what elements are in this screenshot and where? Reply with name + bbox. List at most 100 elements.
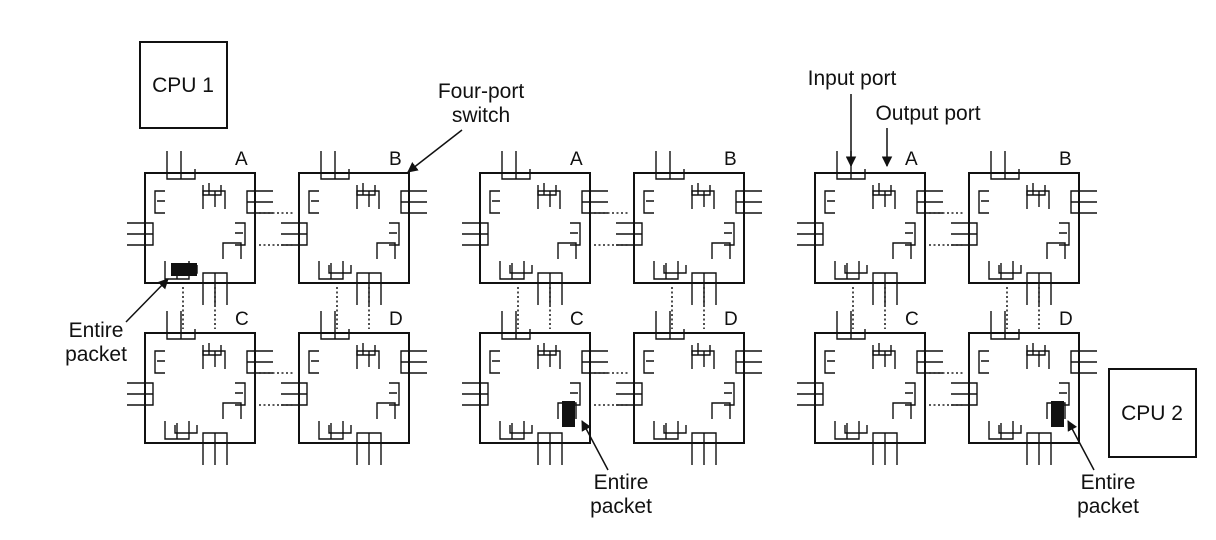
port-west: [797, 190, 835, 246]
cpu2-label: CPU 2: [1121, 402, 1183, 425]
port-south: [653, 421, 717, 465]
cpu1-label: CPU 1: [152, 74, 214, 97]
entire-packet-arrow-2: [581, 420, 609, 471]
switch-d-panel-1: D: [281, 309, 427, 465]
port-north: [655, 151, 711, 196]
inner-buffers: [844, 350, 912, 434]
port-east: [905, 350, 943, 406]
packet-block: [171, 263, 197, 276]
switch-c-panel-1: C: [127, 309, 273, 465]
port-west: [616, 350, 654, 406]
entire-packet-annotation-3: Entire packet: [1067, 420, 1139, 518]
entire-packet-label-1b: packet: [65, 343, 127, 366]
entire-packet-label-2a: Entire: [594, 471, 649, 494]
port-north: [166, 311, 222, 356]
port-south: [318, 261, 382, 305]
port-east: [570, 350, 608, 406]
switch-label: D: [389, 309, 403, 330]
inner-buffers: [998, 350, 1066, 434]
switch-box: [633, 332, 745, 444]
output-port-annotation: Output port: [875, 102, 981, 168]
port-west: [281, 350, 319, 406]
port-west: [462, 350, 500, 406]
port-east: [389, 190, 427, 246]
switch-label: A: [905, 149, 918, 170]
packet-block: [1051, 401, 1064, 427]
switch-box: [144, 332, 256, 444]
inner-buffers: [998, 190, 1066, 274]
port-east: [724, 190, 762, 246]
port-east: [1059, 350, 1097, 406]
four-port-label-line1: Four-port: [438, 80, 525, 103]
inner-buffers: [174, 190, 242, 274]
routing-panels: A B C D A B C D A B C D: [127, 149, 1097, 465]
switch-label: C: [905, 309, 919, 330]
port-south: [653, 261, 717, 305]
panel-3: A B C D: [797, 149, 1097, 465]
inner-buffers: [174, 350, 242, 434]
switch-c-panel-3: C: [797, 309, 943, 465]
port-east: [235, 190, 273, 246]
switch-box: [968, 172, 1080, 284]
panel-2: A B C D: [462, 149, 762, 465]
port-west: [127, 350, 165, 406]
switch-box: [298, 172, 410, 284]
panel-1: A B C D: [127, 149, 427, 465]
switch-label: A: [235, 149, 248, 170]
switch-box: [479, 172, 591, 284]
switch-box: [144, 172, 256, 284]
switch-label: A: [570, 149, 583, 170]
switch-label: C: [570, 309, 584, 330]
switch-label: D: [724, 309, 738, 330]
switch-c-panel-2: C: [462, 309, 608, 465]
port-south: [499, 421, 563, 465]
switch-a-panel-1: A: [127, 149, 273, 305]
switch-b-panel-3: B: [951, 149, 1097, 305]
port-north: [501, 151, 557, 196]
port-south: [499, 261, 563, 305]
port-north: [320, 151, 376, 196]
switch-b-panel-1: B: [281, 149, 427, 305]
port-north: [320, 311, 376, 356]
port-north: [501, 311, 557, 356]
port-south: [988, 261, 1052, 305]
entire-packet-annotation-1: Entire packet: [65, 278, 169, 366]
switch-box: [814, 332, 926, 444]
port-east: [570, 190, 608, 246]
output-port-label: Output port: [875, 102, 980, 125]
switch-box: [633, 172, 745, 284]
port-west: [616, 190, 654, 246]
four-port-switch-annotation: Four-port switch: [407, 80, 525, 173]
switch-box: [298, 332, 410, 444]
inner-buffers: [663, 190, 731, 274]
inner-buffers: [328, 350, 396, 434]
port-east: [1059, 190, 1097, 246]
port-south: [834, 261, 898, 305]
port-west: [951, 190, 989, 246]
switch-label: D: [1059, 309, 1073, 330]
port-south: [164, 421, 228, 465]
cpu1-box: CPU 1: [139, 41, 228, 129]
port-west: [951, 350, 989, 406]
switch-a-panel-3: A: [797, 149, 943, 305]
port-east: [389, 350, 427, 406]
four-port-arrow: [407, 129, 463, 173]
switch-a-panel-2: A: [462, 149, 608, 305]
port-west: [127, 190, 165, 246]
entire-packet-label-3a: Entire: [1081, 471, 1136, 494]
inner-buffers: [663, 350, 731, 434]
cpu2-box: CPU 2: [1108, 368, 1197, 458]
entire-packet-label-3b: packet: [1077, 495, 1139, 518]
four-port-label-line2: switch: [452, 104, 510, 127]
switch-d-panel-3: D: [951, 309, 1097, 465]
inner-buffers: [509, 350, 577, 434]
port-north: [166, 151, 222, 196]
entire-packet-arrow-1: [125, 278, 169, 323]
port-south: [988, 421, 1052, 465]
port-west: [462, 190, 500, 246]
switch-d-panel-2: D: [616, 309, 762, 465]
entire-packet-label-1a: Entire: [69, 319, 124, 342]
input-port-annotation: Input port: [808, 67, 897, 168]
port-west: [797, 350, 835, 406]
